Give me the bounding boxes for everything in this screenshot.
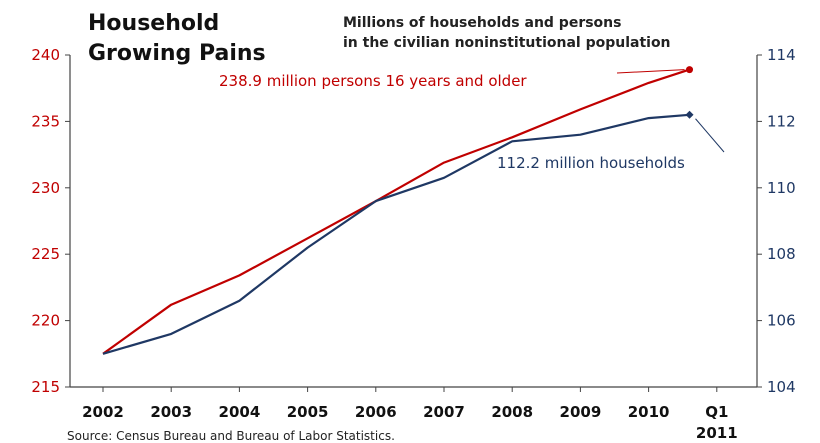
chart-title-line-2: Growing Pains (88, 41, 266, 66)
x-tick-label-5: 2007 (423, 403, 465, 421)
right-tick-label-114: 114 (767, 46, 796, 64)
x-tick-label-7: 2009 (560, 403, 602, 421)
series-end-marker-0 (686, 66, 694, 74)
x-tick-label-3: 2005 (287, 403, 329, 421)
annotation-households: 112.2 million households (497, 154, 685, 172)
x-tick-label-4: 2006 (355, 403, 397, 421)
left-tick-label-240: 240 (31, 46, 60, 64)
left-tick-label-220: 220 (31, 312, 60, 330)
annotation-leader-persons (616, 69, 685, 74)
left-tick-label-235: 235 (31, 112, 60, 130)
x-tick-label-0: 2002 (82, 403, 124, 421)
source-note: Source: Census Bureau and Bureau of Labo… (67, 429, 395, 443)
x-tick-label-1: 2003 (150, 403, 192, 421)
x-tick-label-6: 2008 (491, 403, 533, 421)
left-tick-label-215: 215 (31, 378, 60, 396)
x-tick-label-9: Q1 (705, 403, 728, 421)
right-tick-label-112: 112 (767, 112, 796, 130)
series-line-1 (102, 113, 690, 355)
annotation-leader-households (695, 118, 725, 153)
series-end-marker-1 (685, 110, 694, 119)
chart-title-line-1: Household (88, 11, 219, 36)
right-tick-label-110: 110 (767, 179, 796, 197)
x-tick-label-8: 2010 (628, 403, 670, 421)
annotation-persons: 238.9 million persons 16 years and older (219, 72, 527, 90)
right-tick-label-104: 104 (767, 378, 796, 396)
chart-subtitle-line-1: Millions of households and persons (343, 15, 621, 31)
x-tick-label-9-line-2: 2011 (696, 424, 738, 442)
series-line-0 (102, 68, 690, 355)
right-tick-label-106: 106 (767, 312, 796, 330)
chart-subtitle-line-2: in the civilian noninstitutional populat… (343, 35, 671, 51)
left-tick-label-230: 230 (31, 179, 60, 197)
right-tick-label-108: 108 (767, 245, 796, 263)
left-tick-label-225: 225 (31, 245, 60, 263)
x-tick-label-2: 2004 (219, 403, 261, 421)
